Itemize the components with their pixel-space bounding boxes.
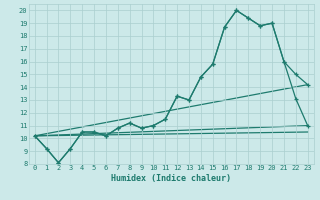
X-axis label: Humidex (Indice chaleur): Humidex (Indice chaleur) [111,174,231,183]
